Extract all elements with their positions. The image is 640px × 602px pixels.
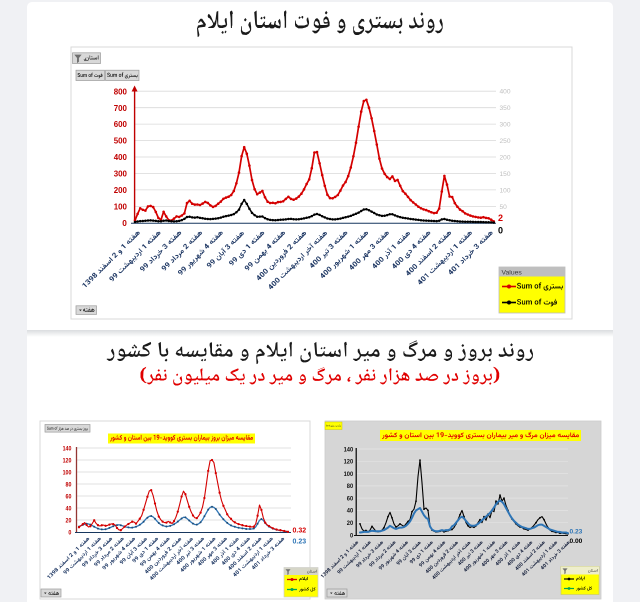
svg-text:400: 400 (500, 89, 511, 96)
svg-text:100: 100 (500, 187, 511, 194)
svg-text:400: 400 (114, 152, 127, 162)
svg-text:300: 300 (114, 169, 127, 179)
svg-text:140: 140 (63, 445, 72, 452)
svg-text:100: 100 (114, 202, 127, 212)
svg-text:80: 80 (66, 481, 72, 488)
svg-text:0.00: 0.00 (570, 538, 583, 545)
svg-text:40: 40 (347, 508, 354, 515)
svg-text:800: 800 (114, 86, 127, 96)
svg-text:600: 600 (114, 119, 127, 129)
svg-text:250: 250 (500, 138, 511, 145)
svg-text:200: 200 (500, 154, 511, 161)
svg-text:0.23: 0.23 (570, 529, 583, 536)
svg-text:120: 120 (344, 459, 354, 466)
svg-text:200: 200 (114, 185, 127, 195)
svg-text:60: 60 (347, 495, 354, 502)
svg-text:Values: Values (502, 269, 523, 276)
svg-text:0: 0 (68, 529, 72, 536)
svg-text:100: 100 (344, 471, 354, 478)
svg-text:20: 20 (66, 517, 72, 524)
svg-text:0: 0 (498, 226, 503, 236)
svg-text:300: 300 (500, 122, 511, 129)
svg-text:60: 60 (66, 493, 72, 500)
svg-text:0: 0 (350, 532, 354, 539)
svg-text:0.23: 0.23 (293, 539, 307, 546)
svg-text:350: 350 (500, 105, 511, 112)
svg-text:120: 120 (63, 457, 72, 464)
svg-text:140: 140 (344, 446, 354, 453)
svg-text:2: 2 (498, 213, 503, 223)
svg-text:150: 150 (500, 171, 511, 178)
svg-text:500: 500 (114, 136, 127, 146)
svg-text:100: 100 (63, 469, 72, 476)
svg-text:50: 50 (500, 204, 508, 211)
svg-text:0: 0 (122, 218, 127, 228)
svg-text:80: 80 (347, 483, 354, 490)
svg-text:0.32: 0.32 (293, 528, 307, 535)
svg-text:40: 40 (66, 505, 72, 512)
svg-text:700: 700 (114, 103, 127, 113)
svg-text:20: 20 (347, 520, 354, 527)
